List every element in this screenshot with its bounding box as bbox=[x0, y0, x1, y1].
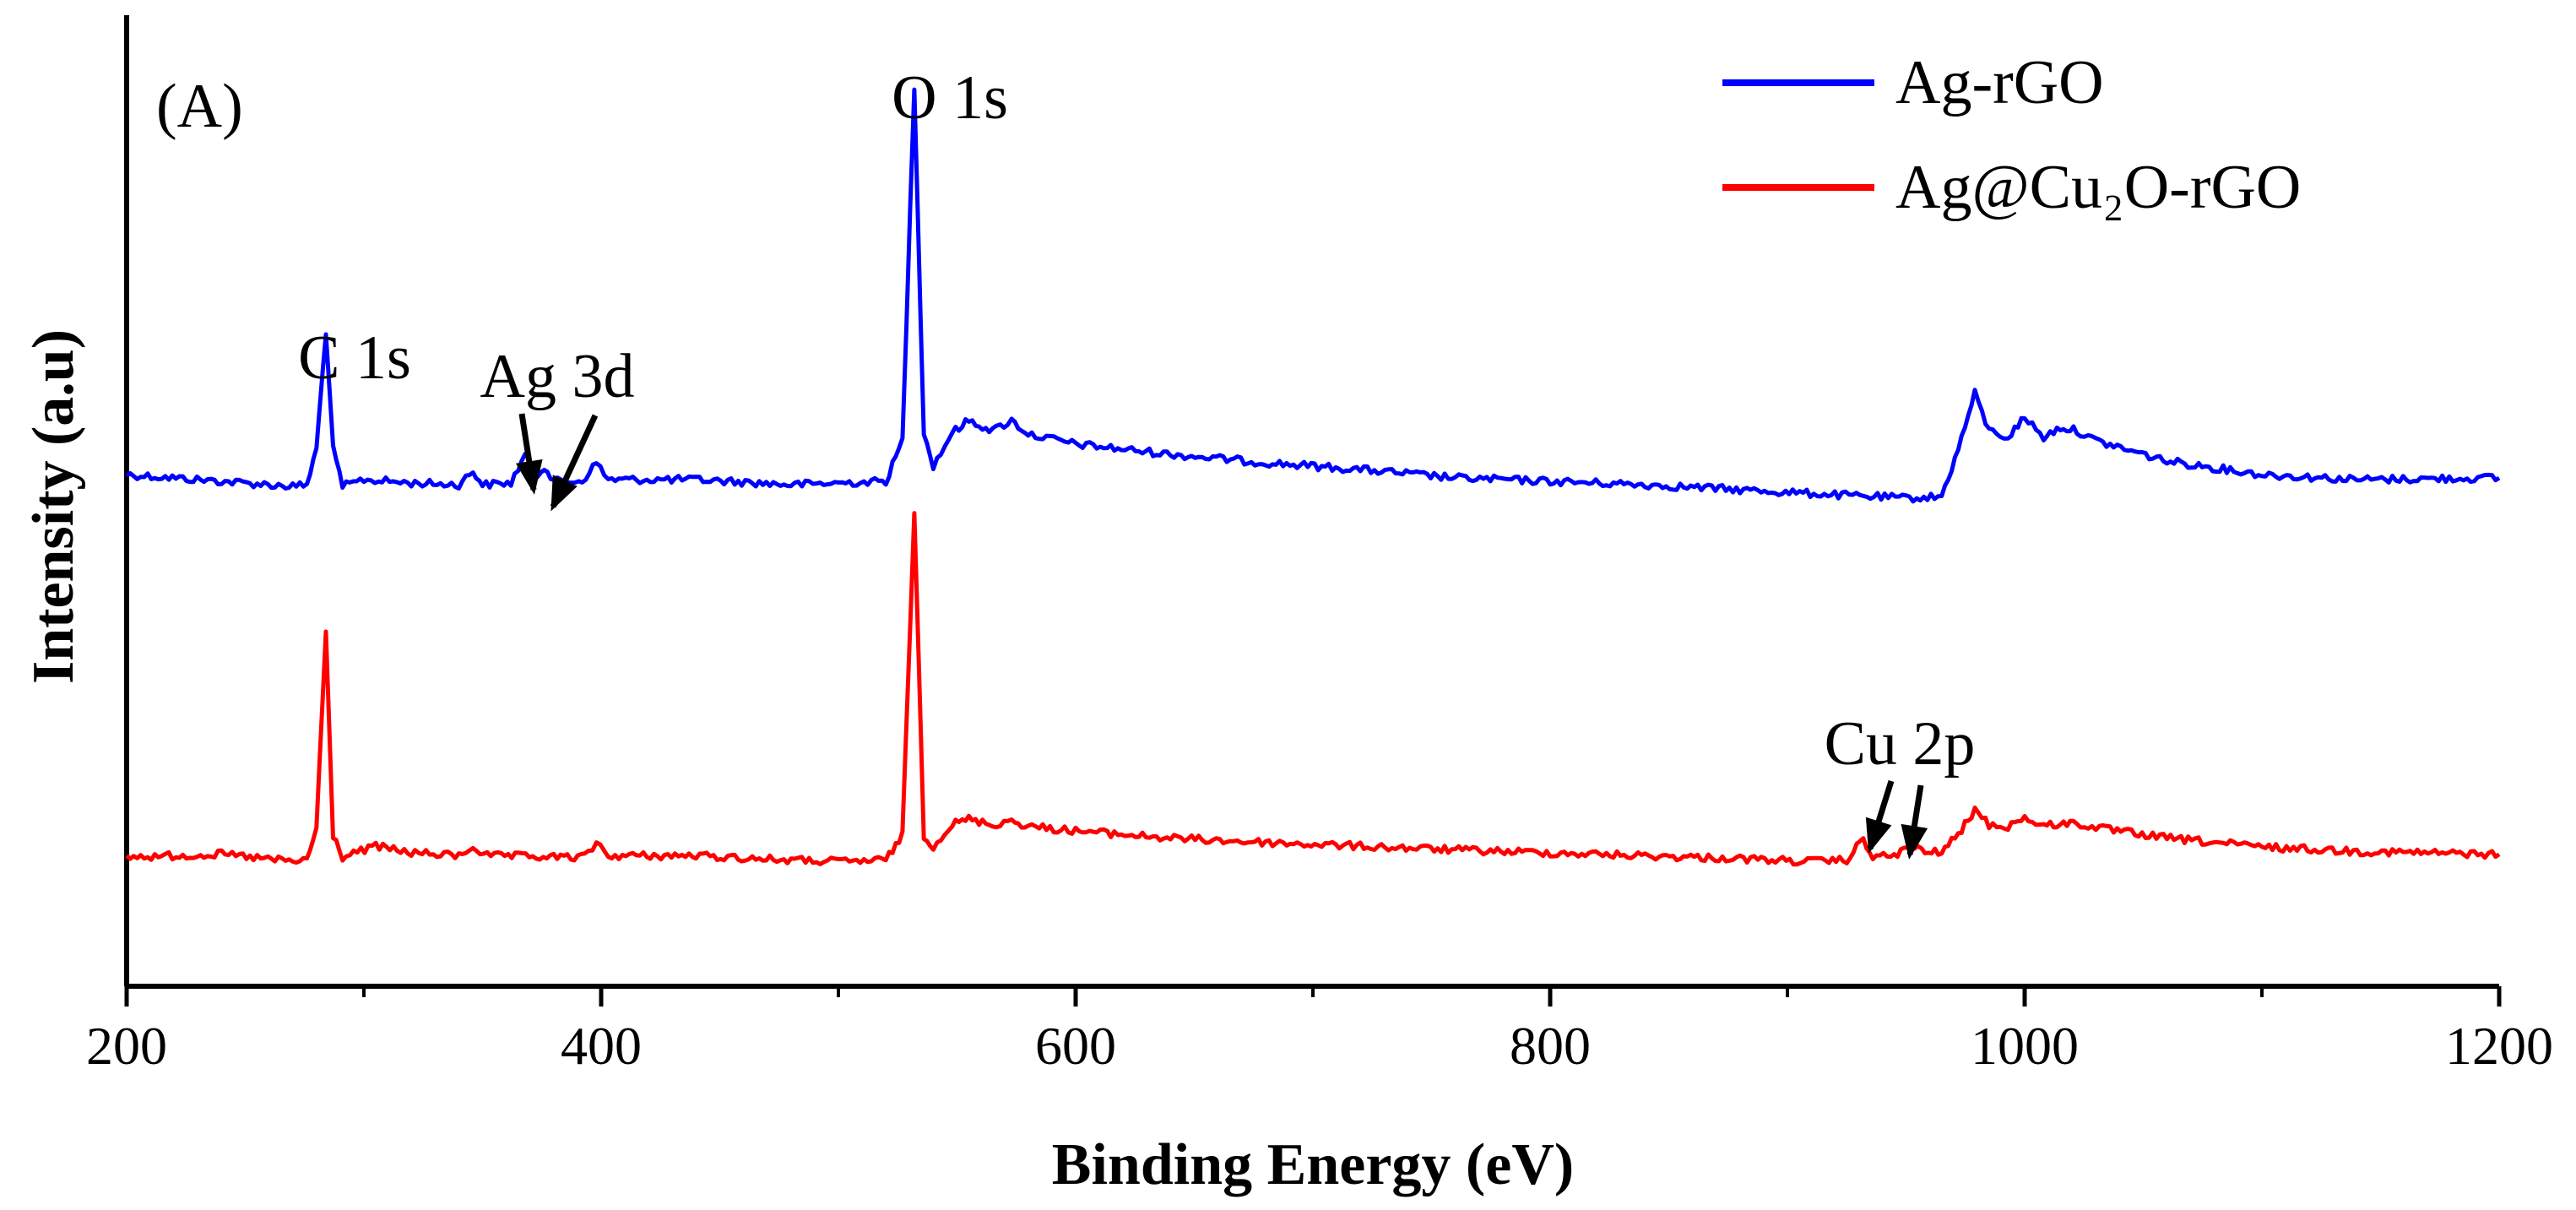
x-tick-label-1000: 1000 bbox=[1971, 1016, 2079, 1076]
x-tick-label-400: 400 bbox=[561, 1016, 642, 1076]
y-axis-title: Intensity (a.u) bbox=[21, 329, 86, 684]
x-tick-label-200: 200 bbox=[86, 1016, 167, 1076]
annotation-o-1s: O 1s bbox=[892, 63, 1008, 133]
series-line-ag-cu2o-rgo bbox=[125, 511, 2501, 867]
legend-label-ag-rgo: Ag-rGO bbox=[1895, 48, 2104, 117]
series-group bbox=[125, 87, 2501, 867]
annotation-arrowhead-1-1 bbox=[550, 475, 578, 512]
legend-label-ag-cu2o-rgo: Ag@Cu₂O-rGO bbox=[1895, 153, 2301, 222]
annotation-c-1s: C 1s bbox=[298, 323, 411, 393]
x-tick-label-1200: 1200 bbox=[2445, 1016, 2553, 1076]
x-ticks: 200 400 600 800 1000 1200 bbox=[86, 986, 2553, 1076]
x-axis-title: Binding Energy (eV) bbox=[1052, 1132, 1574, 1197]
x-tick-label-800: 800 bbox=[1510, 1016, 1591, 1076]
annotation-arrowhead-3-1 bbox=[1901, 823, 1928, 860]
annotation-arrowhead-1-0 bbox=[515, 458, 543, 495]
annotation-arrowhead-3-0 bbox=[1865, 817, 1892, 854]
annotation-ag-3d: Ag 3d bbox=[480, 342, 635, 411]
peak-annotations: C 1s Ag 3d O 1s Cu 2p bbox=[298, 63, 1975, 860]
annotation-cu-2p: Cu 2p bbox=[1825, 709, 1976, 779]
panel-label: (A) bbox=[156, 72, 243, 141]
series-line-ag-rgo bbox=[125, 87, 2501, 504]
legend: Ag-rGO Ag@Cu₂O-rGO bbox=[1722, 48, 2301, 222]
x-tick-label-600: 600 bbox=[1035, 1016, 1116, 1076]
